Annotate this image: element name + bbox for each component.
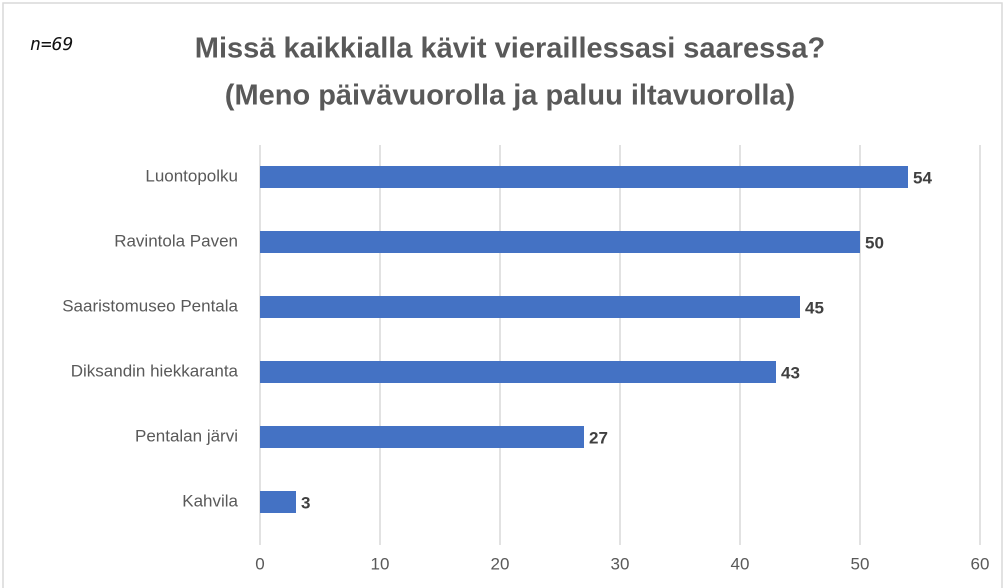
bar: [260, 296, 800, 318]
x-tick-label: 10: [371, 554, 390, 573]
data-label: 45: [805, 298, 824, 317]
data-label: 50: [865, 233, 884, 252]
bar: [260, 426, 584, 448]
y-tick-label: Pentalan järvi: [135, 426, 238, 445]
data-label: 43: [781, 363, 800, 382]
x-tick-label: 50: [851, 554, 870, 573]
chart-title: Missä kaikkialla kävit vieraillessasi sa…: [195, 33, 825, 65]
y-tick-label: Kahvila: [182, 491, 238, 510]
y-tick-label: Saaristomuseo Pentala: [62, 296, 238, 315]
x-tick-label: 60: [971, 554, 990, 573]
y-tick-label: Luontopolku: [145, 166, 238, 185]
x-tick-label: 30: [611, 554, 630, 573]
x-tick-label: 0: [255, 554, 264, 573]
bar: [260, 491, 296, 513]
bar: [260, 231, 860, 253]
chart-subtitle: (Meno päivävuorolla ja paluu iltavuoroll…: [225, 80, 795, 112]
y-tick-label: Ravintola Paven: [114, 231, 238, 250]
data-label: 54: [913, 168, 932, 187]
y-tick-label: Diksandin hiekkaranta: [71, 361, 239, 380]
x-tick-label: 40: [731, 554, 750, 573]
data-label: 27: [589, 428, 608, 447]
bar: [260, 361, 776, 383]
bar: [260, 166, 908, 188]
data-label: 3: [301, 493, 310, 512]
x-tick-label: 20: [491, 554, 510, 573]
annotation: n=69: [30, 34, 73, 55]
